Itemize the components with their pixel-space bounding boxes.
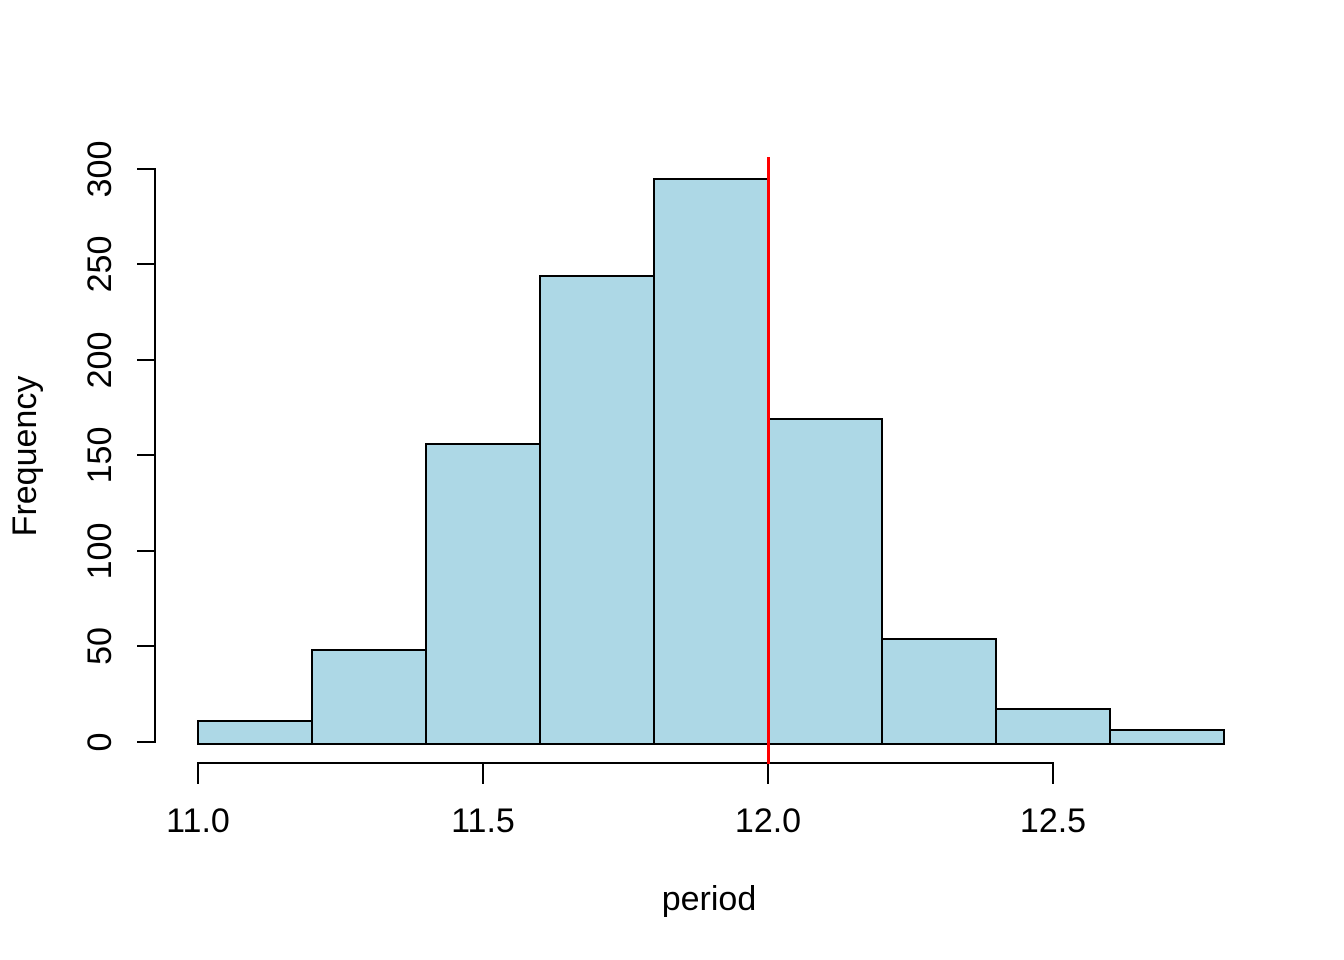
x-tick bbox=[197, 764, 199, 784]
x-tick bbox=[482, 764, 484, 784]
histogram-bar bbox=[311, 649, 427, 745]
y-tick-label: 0 bbox=[81, 732, 119, 752]
y-tick-label: 100 bbox=[81, 522, 119, 580]
reference-vline bbox=[767, 157, 770, 764]
x-tick-label: 11.5 bbox=[451, 802, 515, 840]
x-tick-label: 12.5 bbox=[1019, 802, 1087, 840]
y-tick bbox=[137, 168, 154, 170]
x-axis-line bbox=[197, 762, 1054, 764]
y-tick bbox=[137, 550, 154, 552]
y-tick-label: 200 bbox=[81, 331, 119, 389]
y-axis-label: Frequency bbox=[6, 375, 44, 537]
x-tick-label: 11.0 bbox=[166, 802, 230, 840]
x-tick bbox=[767, 764, 769, 784]
x-tick bbox=[1052, 764, 1054, 784]
x-tick-label: 12.0 bbox=[734, 802, 802, 840]
histogram-bar bbox=[653, 178, 769, 745]
y-tick bbox=[137, 645, 154, 647]
y-tick bbox=[137, 454, 154, 456]
histogram-bar bbox=[767, 418, 883, 745]
histogram-bar bbox=[995, 708, 1111, 745]
x-axis-label: period bbox=[661, 880, 757, 918]
histogram-bar bbox=[539, 275, 655, 745]
y-tick bbox=[137, 741, 154, 743]
y-tick-label: 50 bbox=[81, 627, 119, 665]
y-axis-line bbox=[154, 168, 156, 743]
histogram-bar bbox=[1109, 729, 1225, 745]
y-tick bbox=[137, 359, 154, 361]
y-tick-label: 300 bbox=[81, 140, 119, 198]
y-tick bbox=[137, 263, 154, 265]
histogram-bar bbox=[881, 638, 997, 745]
histogram-bar bbox=[425, 443, 541, 745]
y-tick-label: 250 bbox=[81, 235, 119, 293]
histogram-bar bbox=[197, 720, 313, 745]
y-tick-label: 150 bbox=[81, 426, 119, 484]
